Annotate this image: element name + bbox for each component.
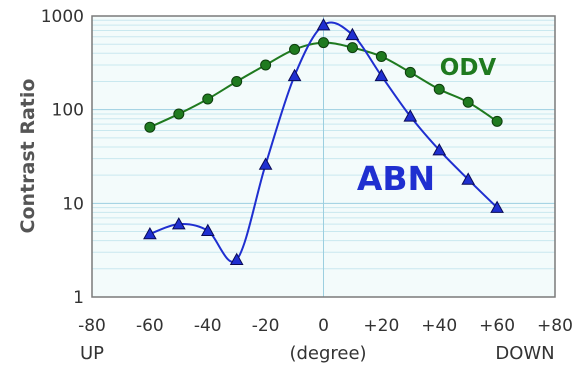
series-label-abn: ABN [357,159,435,198]
y-tick-labels: 1 10 100 1000 [41,7,84,308]
data-point-abn [200,223,215,236]
y-tick-label: 1 [73,288,84,308]
x-tick-label: -20 [252,316,280,336]
data-point-odv [462,96,474,108]
x-tick-label: +20 [363,316,399,336]
data-point-abn [374,68,389,82]
y-axis-label: Contrast Ratio [17,79,39,234]
data-point-abn [171,217,186,230]
y-tick-label: 1000 [41,7,84,27]
data-point-odv [289,43,301,55]
data-point-abn [143,226,157,240]
x-tick-label: +80 [537,316,573,336]
y-tick-label: 100 [52,101,84,121]
data-point-abn [229,252,244,265]
data-point-odv [433,83,445,95]
x-tick-label: +60 [479,316,515,336]
data-point-abn [403,109,418,122]
x-tick-label: +40 [421,316,457,336]
series-labels: ODV ABN [357,55,497,198]
series-layer [143,18,504,265]
data-point-odv [404,66,416,78]
data-point-abn [316,18,331,31]
x-tick-label: -40 [194,316,222,336]
x-tick-label: -80 [78,316,106,336]
x-end-label-up: UP [80,343,104,364]
data-point-odv [318,37,329,49]
series-label-odv: ODV [440,55,497,81]
x-end-label-down: DOWN [495,343,554,364]
x-tick-label: -60 [136,316,164,336]
data-point-abn [490,200,504,213]
data-point-abn [258,157,273,170]
data-point-abn [432,143,447,156]
data-point-odv [144,121,156,133]
plot-frame [91,15,556,298]
data-point-odv [346,42,358,54]
data-point-odv [202,93,214,105]
data-point-odv [375,50,387,62]
x-tick-labels: -80 -60 -40 -20 0 +20 +40 +60 +80 [78,316,573,336]
series-odv [144,37,503,133]
data-point-abn [287,68,302,82]
data-point-abn [461,172,476,185]
data-point-odv [260,59,272,71]
x-axis-label: (degree) [289,343,366,364]
data-point-abn [345,27,360,41]
x-tick-label: 0 [318,316,329,336]
y-tick-label: 10 [62,194,84,214]
data-point-odv [231,75,243,87]
data-point-odv [173,108,185,120]
series-abn [143,18,504,265]
data-point-odv [491,115,503,127]
